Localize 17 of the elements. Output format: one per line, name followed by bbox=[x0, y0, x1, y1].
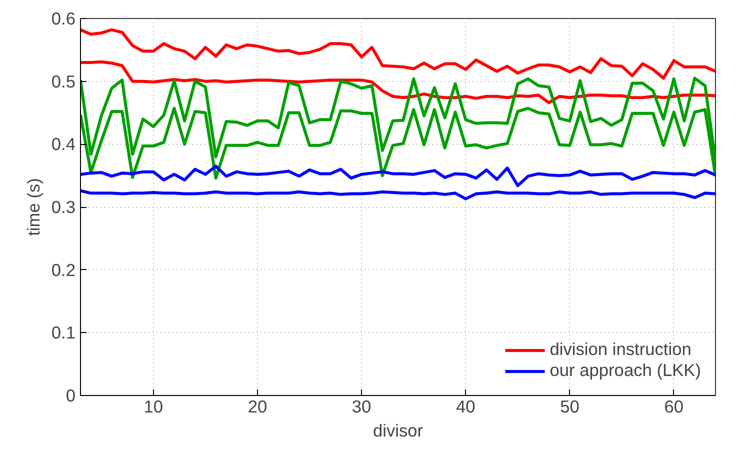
y-tick-label: 0 bbox=[66, 386, 76, 406]
legend-label: our approach (LKK) bbox=[550, 360, 701, 381]
x-tick-label: 60 bbox=[664, 396, 684, 416]
y-axis-title: time (s) bbox=[23, 178, 44, 236]
y-tick-label: 0.1 bbox=[51, 322, 76, 343]
legend-label: division instruction bbox=[550, 339, 692, 360]
y-tick-label: 0.3 bbox=[51, 197, 76, 217]
y-tick-label: 0.5 bbox=[51, 71, 76, 92]
y-tick-label: 0.6 bbox=[51, 8, 76, 28]
x-tick-label: 10 bbox=[144, 396, 164, 416]
x-axis-title: divisor bbox=[372, 420, 424, 440]
y-tick-label: 0.4 bbox=[51, 134, 76, 154]
x-tick-label: 40 bbox=[456, 396, 476, 416]
x-tick-label: 20 bbox=[248, 396, 268, 416]
y-tick-label: 0.2 bbox=[51, 260, 76, 280]
x-tick-label: 30 bbox=[352, 396, 372, 416]
x-tick-label: 50 bbox=[560, 396, 580, 416]
